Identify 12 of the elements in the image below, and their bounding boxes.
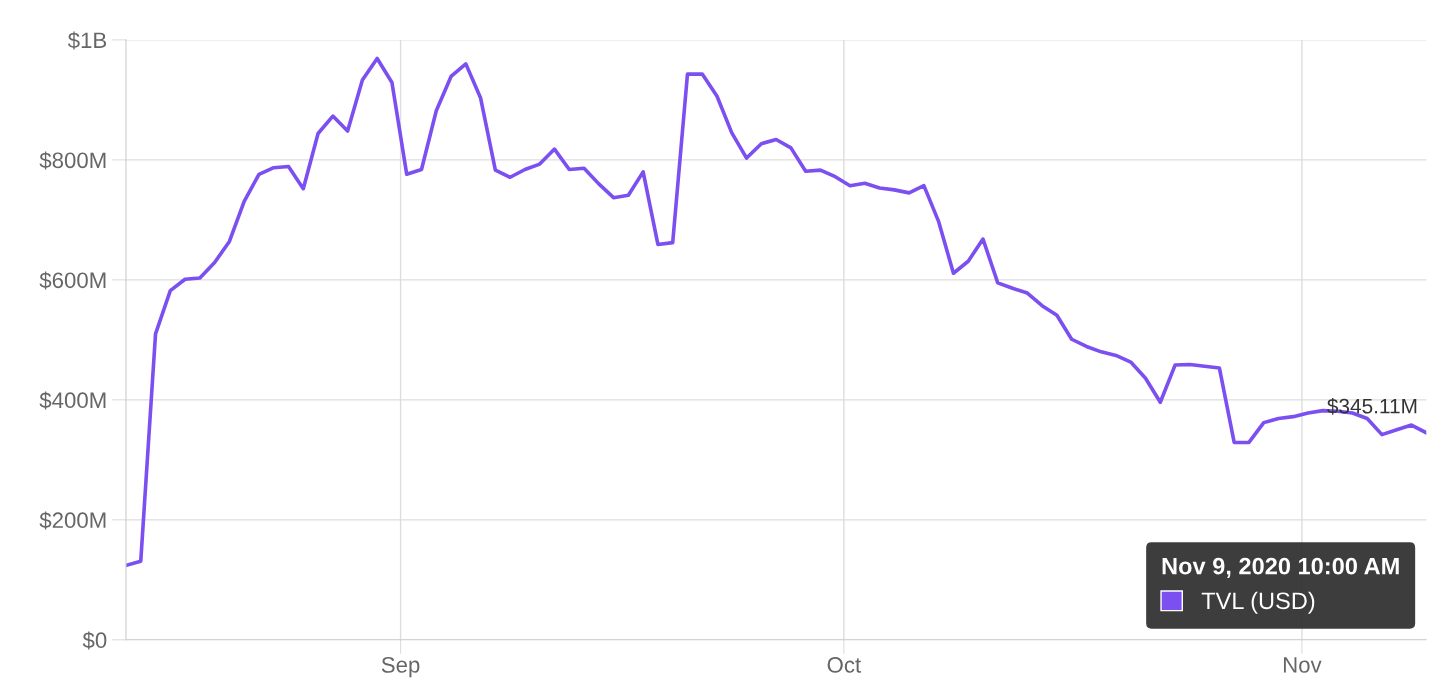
data-label: $345.11M [1327, 397, 1417, 415]
x-tick-label: Nov [1283, 657, 1322, 673]
y-tick-label: $400M [39, 391, 106, 410]
y-tick-label: $800M [39, 151, 106, 170]
legend-label: TVL (USD) [1201, 591, 1315, 614]
x-tick-label: Oct [827, 657, 861, 673]
annotation: Nov 9, 2020 10:00 AM [1162, 557, 1399, 578]
y-tick-label: $1B [67, 31, 107, 50]
y-tick-label: $600M [39, 271, 106, 290]
y-tick-label: $200M [39, 511, 106, 530]
x-tick-label: Sep [381, 657, 420, 678]
y-tick-label: $0 [82, 631, 107, 650]
